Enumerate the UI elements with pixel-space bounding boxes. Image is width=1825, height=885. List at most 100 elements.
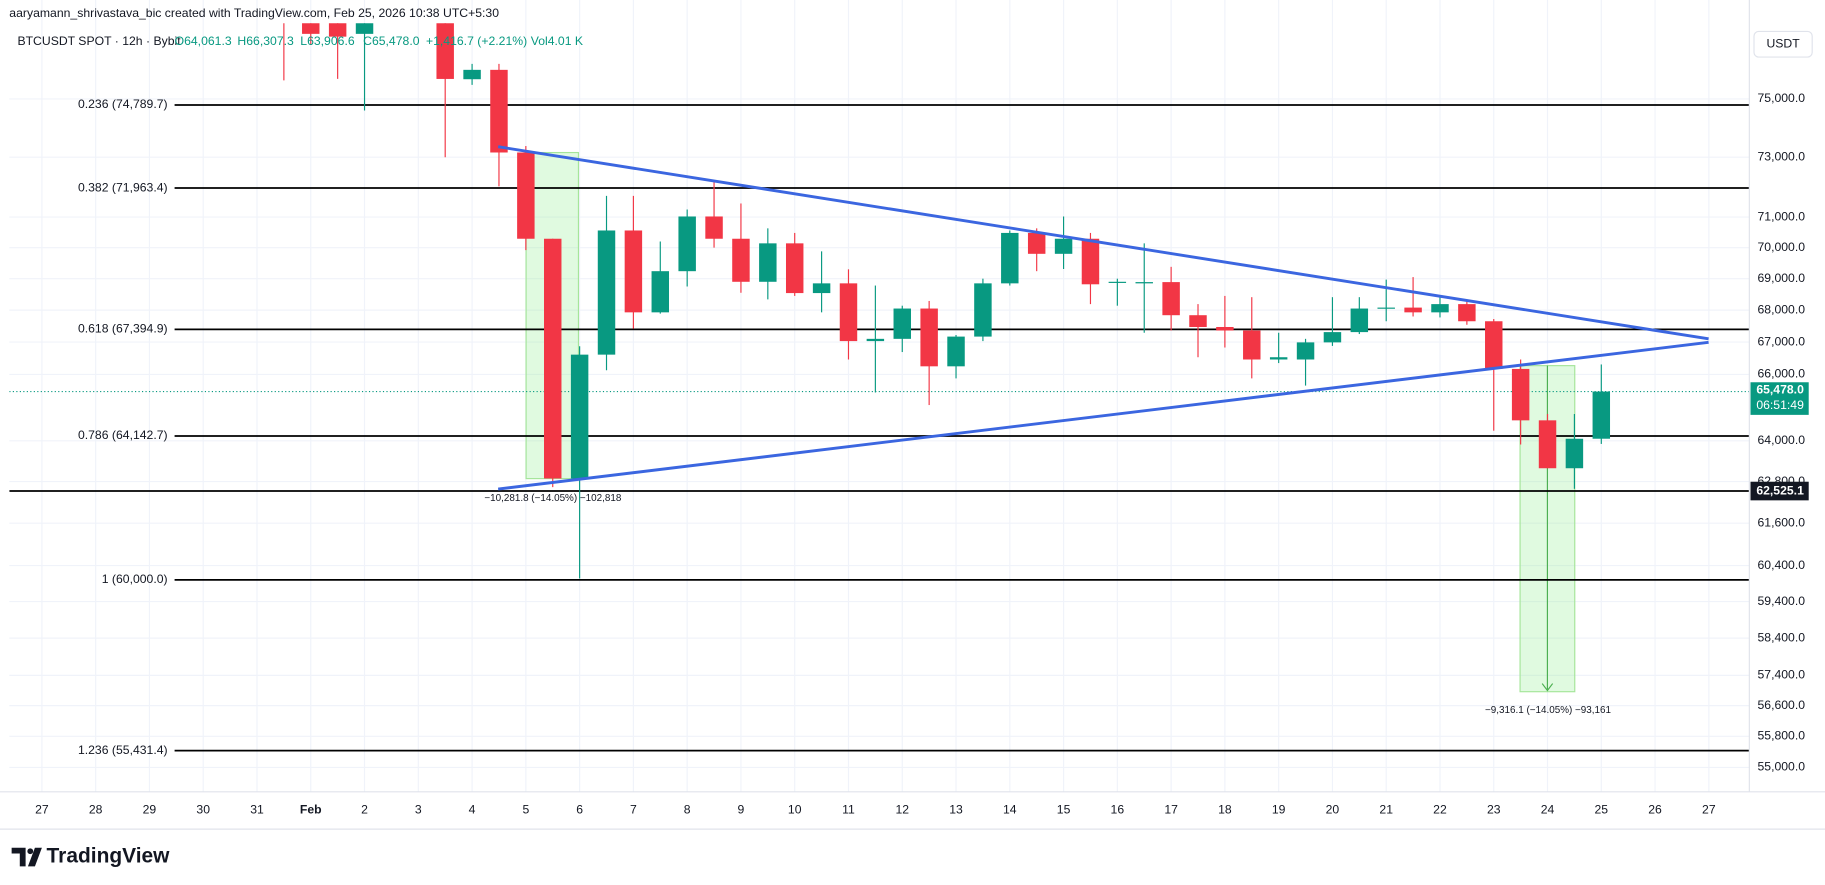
candle-body — [1592, 391, 1611, 439]
candle-body — [812, 283, 831, 294]
ohlc-open: O64,061.3 — [175, 34, 232, 48]
candle-body — [1511, 368, 1530, 421]
candle-body — [893, 308, 911, 339]
attribution: aaryamann_shrivastava_bic created with T… — [9, 6, 499, 20]
x-tick-label: 8 — [684, 803, 691, 817]
grid — [9, 0, 1750, 792]
x-tick-label: 26 — [1648, 803, 1662, 817]
x-tick-label: 25 — [1595, 803, 1609, 817]
x-tick-label: 10 — [788, 803, 802, 817]
candle-body — [974, 283, 992, 337]
candle-body — [839, 283, 858, 342]
x-tick-label: 11 — [842, 803, 855, 817]
y-tick-label: 69,000.0 — [1757, 271, 1805, 285]
x-tick-label: 15 — [1057, 803, 1071, 817]
x-tick-label: 30 — [196, 803, 210, 817]
x-tick-label: 14 — [1003, 803, 1017, 817]
plot-area — [9, 23, 1750, 752]
symbol: BTCUSDT SPOT · 12h · Bybit — [17, 34, 181, 48]
trendline-lower — [497, 340, 1709, 491]
candle-body — [1269, 357, 1288, 360]
candle-body — [517, 152, 535, 239]
candle-body — [651, 271, 670, 313]
y-tick-label: 56,600.0 — [1757, 698, 1805, 712]
x-tick-label: 28 — [89, 803, 103, 817]
ohlc-low: L63,906.6 — [300, 34, 355, 48]
hline-price: 62,525.1 — [1756, 483, 1804, 497]
x-tick-label: 27 — [35, 803, 49, 817]
candles — [283, 23, 1611, 579]
y-tick-label: 64,000.0 — [1757, 433, 1805, 447]
x-tick-label: 22 — [1433, 803, 1447, 817]
candle-body — [570, 354, 589, 479]
candle-body — [597, 230, 616, 355]
x-tick-label: 23 — [1487, 803, 1501, 817]
hline-price-box — [1750, 481, 1809, 501]
levels — [9, 104, 1750, 752]
candle-body — [1431, 304, 1449, 313]
fib-label: 0.236 (74,789.7) — [78, 97, 168, 111]
candle-body — [1296, 342, 1315, 360]
candle-body — [624, 230, 643, 313]
x-tick-label: 3 — [415, 803, 422, 817]
candle-body — [1189, 315, 1207, 327]
candle-body — [1081, 238, 1100, 285]
candle-body — [463, 69, 481, 80]
candle-body — [1323, 332, 1342, 343]
candle-body — [355, 23, 374, 34]
x-tick-label: 27 — [1702, 803, 1716, 817]
candle-body — [1108, 281, 1127, 283]
candle-body — [302, 23, 320, 34]
candle-body — [732, 238, 750, 282]
x-tick-label: 31 — [250, 803, 264, 817]
candle-body — [785, 243, 804, 294]
x-tick-label: 12 — [895, 803, 909, 817]
trendline-upper — [497, 145, 1709, 341]
x-tick-label: 9 — [738, 803, 745, 817]
currency-box[interactable] — [1753, 30, 1813, 58]
y-tick-label: 73,000.0 — [1757, 149, 1805, 163]
ohlc-change: +1,416.7 (+2.21%) — [426, 34, 527, 48]
candle-body — [759, 243, 777, 282]
countdown: 06:51:49 — [1756, 398, 1804, 412]
y-tick-label: 71,000.0 — [1757, 209, 1805, 223]
currency[interactable]: USDT — [1766, 36, 1800, 50]
last-price: 65,478.0 — [1756, 383, 1804, 397]
fib-label: 0.618 (67,394.9) — [78, 322, 168, 336]
x-tick-label: 17 — [1164, 803, 1178, 817]
fib-label: 1 (60,000.0) — [102, 572, 168, 586]
candle-body — [1054, 238, 1073, 254]
x-tick-label: 13 — [949, 803, 963, 817]
candle-body — [1404, 307, 1422, 313]
x-tick-label: 16 — [1111, 803, 1125, 817]
candle-body — [544, 238, 562, 479]
candle-body — [1458, 304, 1476, 322]
candle-body — [328, 23, 347, 37]
y-tick-label: 68,000.0 — [1757, 302, 1805, 316]
measure-label: −9,316.1 (−14.05%) −93,161 — [1485, 705, 1611, 716]
axes: 75,000.0 73,000.0 71,000.0 70,000.0 69,000.0… — [35, 91, 1809, 817]
logo-mark — [11, 847, 42, 867]
candle-body — [1162, 282, 1180, 316]
candle-body — [920, 308, 938, 367]
candle-body — [678, 216, 696, 272]
x-tick-label: 5 — [522, 803, 529, 817]
x-tick-label: 24 — [1541, 803, 1555, 817]
x-tick-label: Feb — [300, 803, 322, 817]
x-tick-label: 29 — [143, 803, 157, 817]
candle-body — [436, 23, 454, 79]
y-tick-label: 61,600.0 — [1757, 515, 1805, 529]
y-tick-label: 75,000.0 — [1757, 91, 1805, 105]
candle-body — [1377, 307, 1395, 309]
y-tick-label: 67,000.0 — [1757, 334, 1805, 348]
candle-body — [1538, 420, 1557, 469]
x-tick-label: 19 — [1272, 803, 1286, 817]
candle-body — [1001, 232, 1019, 284]
y-tick-label: 57,400.0 — [1757, 668, 1805, 682]
logo-dot — [27, 848, 34, 855]
y-tick-label: 55,800.0 — [1757, 729, 1805, 743]
candle-body — [1243, 330, 1261, 360]
fib-label: 0.382 (71,963.4) — [78, 180, 168, 194]
